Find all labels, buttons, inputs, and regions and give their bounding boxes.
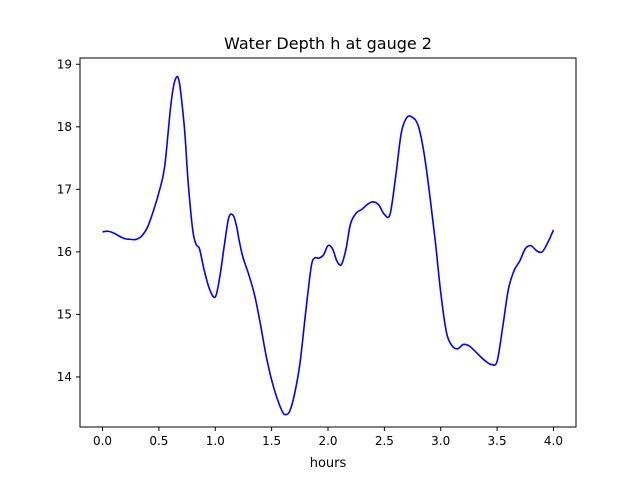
y-tick-label: 15 xyxy=(57,307,72,321)
chart-title: Water Depth h at gauge 2 xyxy=(224,34,432,53)
plot-area: 0.0 0.5 1.0 1.5 2.0 2.5 3.0 3.5 4.0 14 15 16 17 18 19 xyxy=(57,57,577,448)
y-tick-label: 16 xyxy=(57,245,72,259)
x-tick-label: 3.0 xyxy=(431,434,450,448)
y-tick-label: 19 xyxy=(57,57,72,71)
x-tick-label: 0.5 xyxy=(149,434,168,448)
y-tick-label: 14 xyxy=(57,370,72,384)
x-tick-label: 2.0 xyxy=(318,434,337,448)
x-tick-label: 1.0 xyxy=(206,434,225,448)
x-axis-label: hours xyxy=(310,456,347,471)
y-tick-label: 18 xyxy=(57,120,72,134)
x-tick-label: 0.0 xyxy=(93,434,112,448)
x-tick-label: 2.5 xyxy=(375,434,394,448)
y-tick-label: 17 xyxy=(57,182,72,196)
series-line-0 xyxy=(102,75,555,416)
x-tick-label: 4.0 xyxy=(544,434,563,448)
x-tick-label: 1.5 xyxy=(262,434,281,448)
x-tick-label: 3.5 xyxy=(488,434,507,448)
